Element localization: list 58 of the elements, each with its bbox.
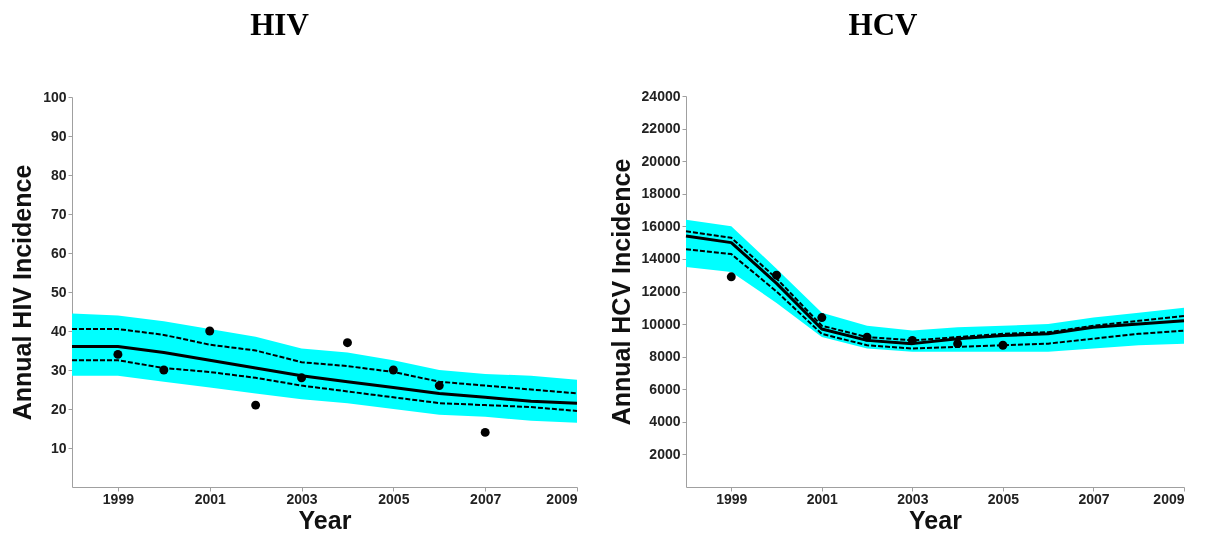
point bbox=[297, 373, 307, 383]
y-tick-label: 30 bbox=[50, 361, 67, 378]
y-tick-label: 70 bbox=[50, 205, 67, 222]
y-tick-label: 4000 bbox=[649, 413, 681, 430]
y-tick-label: 80 bbox=[50, 166, 67, 183]
y-tick-label: 24000 bbox=[641, 87, 681, 104]
y-tick-label: 60 bbox=[50, 244, 67, 261]
y-tick-label: 100 bbox=[43, 88, 67, 105]
x-tick-label: 2009 bbox=[546, 490, 578, 507]
y-tick-label: 16000 bbox=[641, 217, 681, 234]
point bbox=[907, 335, 917, 345]
line-series bbox=[71, 328, 578, 395]
y-tick-label: 18000 bbox=[641, 185, 681, 202]
x-tick-label: 1999 bbox=[102, 490, 135, 507]
point bbox=[862, 332, 872, 342]
line-series bbox=[70, 345, 579, 405]
y-tick-label: 40 bbox=[50, 322, 67, 339]
y-axis-title: Annual HIV Incidence bbox=[8, 164, 37, 421]
y-axis-title: Annual HCV Incidence bbox=[606, 158, 635, 426]
y-tick-label: 22000 bbox=[641, 120, 681, 137]
x-tick-label: 2007 bbox=[470, 490, 502, 507]
point bbox=[817, 313, 827, 323]
y-tick-label: 20 bbox=[50, 400, 67, 417]
y-tick-label: 12000 bbox=[641, 283, 681, 299]
y-tick-label: 6000 bbox=[649, 380, 681, 397]
x-tick-label: 2001 bbox=[194, 490, 227, 507]
y-tick-label: 10 bbox=[50, 439, 67, 456]
chart-title: HIV bbox=[250, 7, 310, 42]
x-tick-label: 1999 bbox=[716, 490, 748, 507]
point bbox=[953, 339, 963, 349]
point bbox=[998, 340, 1008, 350]
x-axis-title: Year bbox=[298, 505, 352, 534]
y-tick-label: 20000 bbox=[641, 152, 681, 169]
point bbox=[159, 365, 169, 375]
y-tick-label: 2000 bbox=[649, 445, 681, 462]
point bbox=[772, 270, 782, 280]
point bbox=[251, 400, 261, 410]
x-tick-label: 2001 bbox=[806, 490, 839, 507]
x-tick-label: 2003 bbox=[286, 490, 318, 507]
y-tick-label: 50 bbox=[50, 283, 67, 300]
point bbox=[113, 349, 123, 359]
y-tick-label: 8000 bbox=[649, 348, 681, 365]
x-tick-label: 2003 bbox=[897, 490, 929, 507]
x-axis-title: Year bbox=[909, 505, 963, 534]
point bbox=[726, 272, 736, 282]
point bbox=[480, 427, 490, 437]
y-tick-label: 90 bbox=[50, 127, 67, 144]
point bbox=[205, 326, 215, 336]
point bbox=[388, 365, 398, 375]
x-tick-label: 2005 bbox=[378, 490, 410, 507]
x-tick-label: 2005 bbox=[987, 490, 1020, 507]
y-tick-label: 10000 bbox=[641, 315, 681, 332]
chart-title: HCV bbox=[848, 7, 919, 42]
point bbox=[434, 381, 444, 391]
point bbox=[342, 338, 352, 348]
y-tick-label: 14000 bbox=[641, 250, 681, 267]
x-tick-label: 2009 bbox=[1153, 490, 1185, 507]
x-tick-label: 2007 bbox=[1078, 490, 1110, 507]
